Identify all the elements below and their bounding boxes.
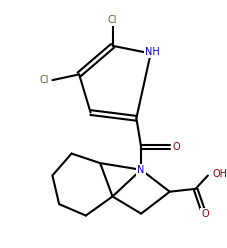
Text: NH: NH	[145, 47, 159, 58]
Text: O: O	[172, 142, 179, 152]
Text: O: O	[200, 209, 208, 219]
Text: Cl: Cl	[107, 15, 117, 25]
Text: OH: OH	[212, 169, 227, 179]
Text: N: N	[137, 165, 144, 175]
Text: Cl: Cl	[39, 75, 48, 85]
